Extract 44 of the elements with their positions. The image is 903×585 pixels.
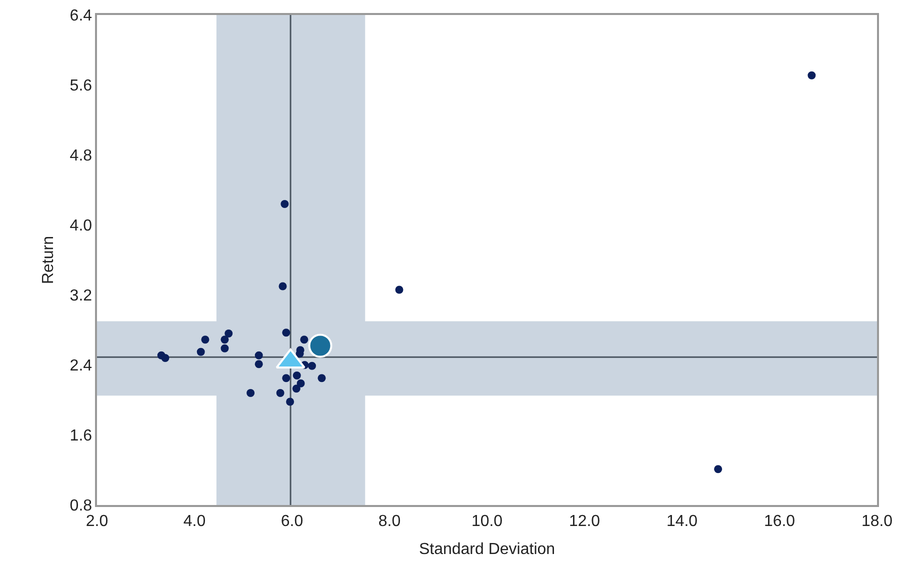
point (286, 398, 294, 406)
y-tick-label: 3.2 (70, 288, 92, 305)
point (395, 286, 404, 294)
y-tick-label: 4.8 (70, 148, 92, 165)
point (282, 328, 290, 337)
point (308, 362, 316, 370)
point (201, 336, 210, 344)
point (254, 351, 263, 360)
point (714, 465, 722, 474)
x-tick-label: 14.0 (666, 512, 698, 530)
x-tick-label: 12.0 (568, 512, 600, 530)
x-tick-label: 18.0 (861, 512, 893, 530)
point (300, 336, 308, 344)
point (196, 348, 205, 356)
point (292, 372, 301, 380)
x-tick-label: 4.0 (183, 512, 206, 530)
point (278, 282, 287, 290)
y-tick-label: 4.0 (70, 218, 92, 235)
point (808, 71, 816, 80)
point (220, 344, 229, 352)
y-tick-label: 5.6 (70, 78, 92, 95)
y-tick-label: 1.6 (70, 428, 92, 445)
point (296, 379, 305, 388)
x-axis-title: Standard Deviation (418, 541, 556, 558)
x-tick-label: 16.0 (764, 512, 796, 530)
y-tick-label: 0.8 (70, 498, 92, 515)
point (276, 389, 284, 397)
point (161, 354, 170, 362)
point (254, 360, 263, 368)
point (224, 330, 233, 338)
point (280, 200, 289, 208)
point (246, 389, 255, 397)
point (292, 384, 300, 393)
y-tick-label: 6.4 (70, 8, 92, 25)
y-axis-title: Return (40, 236, 58, 284)
point (308, 334, 332, 358)
x-tick-label: 10.0 (471, 512, 503, 530)
point (220, 336, 229, 344)
y-tick-label: 2.4 (70, 358, 92, 375)
x-tick-label: 6.0 (280, 512, 304, 530)
x-tick-label: 8.0 (378, 512, 401, 530)
point (282, 374, 290, 382)
point (318, 374, 326, 382)
x-tick-label: 2.0 (86, 512, 108, 530)
